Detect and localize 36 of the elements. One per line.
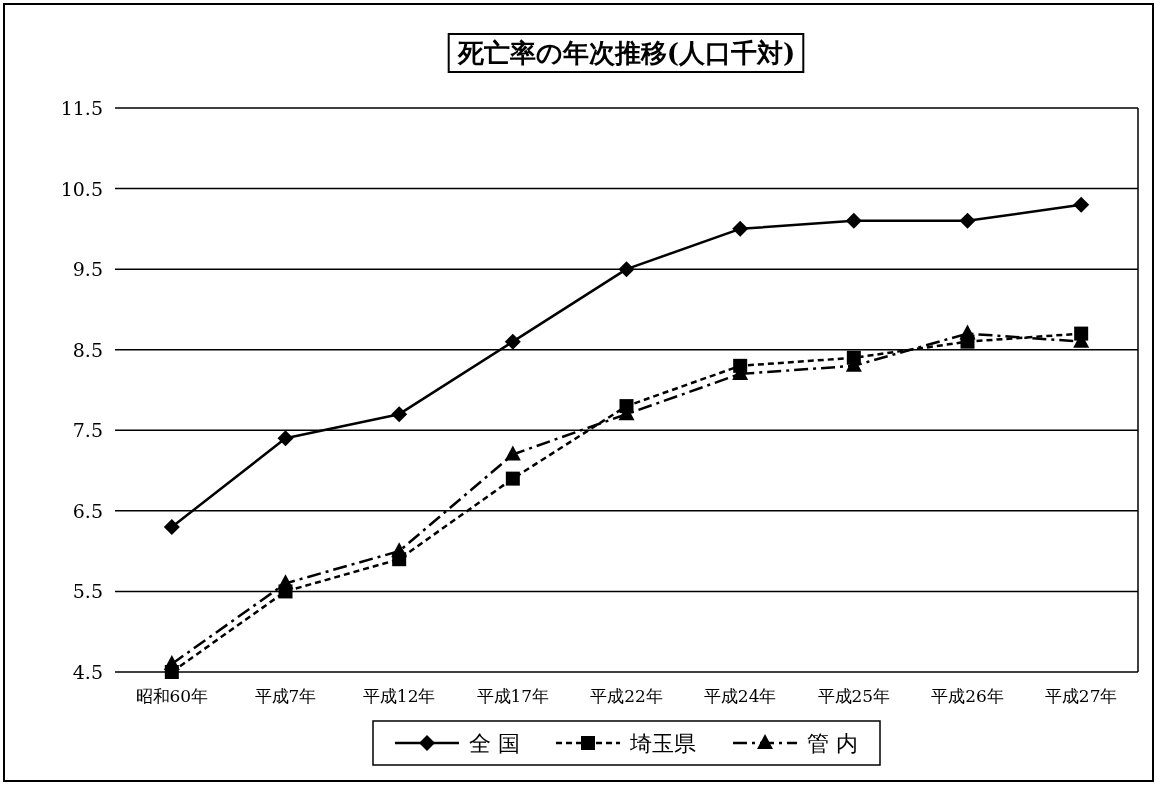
y-tick-label: 8.5 [72, 338, 103, 361]
point [391, 406, 408, 423]
point [277, 430, 294, 447]
x-tick-label: 昭和60年 [135, 686, 209, 706]
point [163, 654, 180, 670]
y-tick-label: 4.5 [72, 661, 103, 683]
x-tick-label: 平成26年 [931, 686, 1004, 706]
legend-label: 管 内 [807, 731, 858, 756]
point [391, 542, 408, 558]
chart-title: 死亡率の年次推移(人口千対) [456, 38, 796, 68]
y-tick-label: 7.5 [72, 419, 103, 442]
point [959, 212, 976, 229]
x-tick-label: 平成12年 [362, 686, 436, 706]
y-tick-label: 10.5 [60, 177, 103, 200]
y-tick-label: 6.5 [72, 499, 103, 522]
point [618, 261, 635, 278]
y-tick-label: 11.5 [60, 97, 103, 119]
point [504, 333, 521, 350]
x-tick-label: 平成27年 [1044, 686, 1118, 706]
point [845, 212, 862, 229]
y-tick-label: 5.5 [72, 580, 103, 603]
y-tick-label: 9.5 [72, 258, 103, 281]
x-tick-label: 平成7年 [254, 686, 317, 706]
point [1073, 196, 1090, 213]
point [277, 574, 294, 590]
point [959, 324, 976, 340]
x-tick-label: 平成17年 [476, 686, 550, 706]
point [732, 220, 749, 237]
point [163, 518, 180, 535]
x-tick-label: 平成25年 [817, 686, 891, 706]
x-tick-label: 平成24年 [703, 686, 777, 706]
point [504, 445, 521, 461]
legend-label: 埼玉県 [629, 731, 696, 756]
x-tick-label: 平成22年 [590, 686, 663, 706]
legend-label: 全 国 [469, 731, 520, 756]
point [505, 471, 520, 486]
